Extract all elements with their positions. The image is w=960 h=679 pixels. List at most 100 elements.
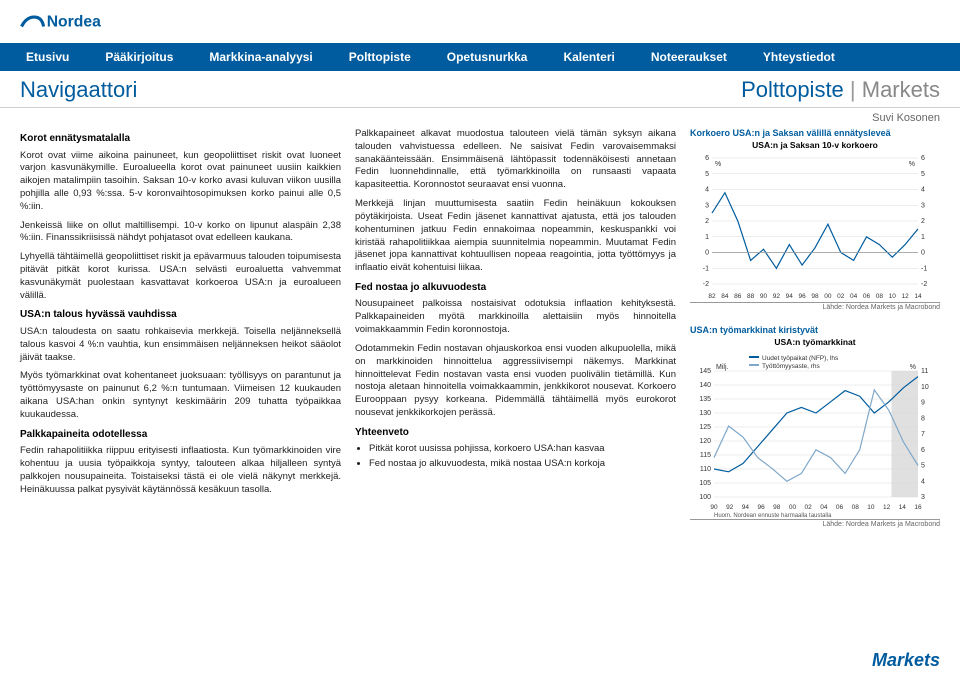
- svg-text:00: 00: [824, 293, 832, 300]
- svg-text:8: 8: [921, 415, 925, 422]
- nav-etusivu[interactable]: Etusivu: [8, 50, 87, 64]
- svg-text:10: 10: [921, 384, 929, 391]
- main-nav: Etusivu Pääkirjoitus Markkina-analyysi P…: [0, 43, 960, 71]
- svg-text:6: 6: [705, 155, 709, 162]
- svg-text:120: 120: [699, 438, 711, 445]
- svg-text:12: 12: [902, 293, 910, 300]
- svg-text:12: 12: [883, 504, 891, 511]
- svg-text:%: %: [909, 161, 915, 168]
- svg-text:Työttömyysaste, rhs: Työttömyysaste, rhs: [762, 363, 821, 370]
- page-title-main: Polttopiste: [741, 77, 844, 102]
- svg-text:04: 04: [850, 293, 858, 300]
- nav-yhteystiedot[interactable]: Yhteystiedot: [745, 50, 853, 64]
- svg-text:86: 86: [734, 293, 742, 300]
- chart2-box: USA:n työmarkkinat kiristyvät USA:n työm…: [690, 325, 940, 528]
- column-1: Korot ennätysmatalalla Korot ovat viime …: [20, 128, 341, 542]
- col1-h2: USA:n talous hyvässä vauhdissa: [20, 308, 341, 322]
- col1-h1: Korot ennätysmatalalla: [20, 132, 341, 146]
- chart1-svg: -2-2-1-100112233445566%%8284868890929496…: [690, 152, 940, 302]
- svg-text:Huom. Nordean ennuste harmaall: Huom. Nordean ennuste harmaalla taustall…: [714, 513, 832, 519]
- svg-text:10: 10: [867, 504, 875, 511]
- svg-text:11: 11: [921, 368, 928, 375]
- col2-p3: Nousupaineet palkoissa nostaisivat odotu…: [355, 298, 676, 336]
- col2-p4: Odotammekin Fedin nostavan ohjauskorkoa …: [355, 343, 676, 420]
- svg-text:110: 110: [700, 466, 711, 473]
- svg-text:00: 00: [789, 504, 797, 511]
- svg-text:0: 0: [705, 250, 709, 257]
- svg-text:-1: -1: [921, 265, 927, 272]
- col1-p3: Lyhyellä tähtäimellä geopoliittiset risk…: [20, 251, 341, 302]
- svg-text:90: 90: [760, 293, 768, 300]
- col1-p4: USA:n taloudesta on saatu rohkaisevia me…: [20, 326, 341, 364]
- chart2-svg: 1001051101151201251301351401453456789101…: [690, 349, 940, 519]
- nav-polttopiste[interactable]: Polttopiste: [331, 50, 429, 64]
- col2-h1: Fed nostaa jo alkuvuodesta: [355, 281, 676, 295]
- svg-text:%: %: [910, 364, 916, 371]
- svg-text:5: 5: [921, 463, 925, 470]
- svg-text:06: 06: [836, 504, 844, 511]
- chart1-title: Korkoero USA:n ja Saksan välillä ennätys…: [690, 128, 940, 138]
- nav-paakirjoitus[interactable]: Pääkirjoitus: [87, 50, 191, 64]
- brand-logo: Nordea: [20, 8, 130, 34]
- nav-noteeraukset[interactable]: Noteeraukset: [633, 50, 745, 64]
- logo-bar: Nordea: [0, 0, 960, 43]
- page-title: Polttopiste | Markets: [741, 77, 940, 103]
- summary-li1: Pitkät korot uusissa pohjissa, korkoero …: [369, 443, 676, 456]
- svg-text:2: 2: [705, 218, 709, 225]
- nav-opetusnurkka[interactable]: Opetusnurkka: [429, 50, 546, 64]
- svg-text:Milj.: Milj.: [716, 364, 728, 371]
- svg-text:96: 96: [799, 293, 807, 300]
- col1-p1: Korot ovat viime aikoina painuneet, kun …: [20, 150, 341, 214]
- svg-text:-1: -1: [703, 265, 709, 272]
- chart1-canvas: -2-2-1-100112233445566%%8284868890929496…: [690, 152, 940, 303]
- svg-text:04: 04: [820, 504, 828, 511]
- navigator-title: Navigaattori: [20, 77, 137, 103]
- svg-text:130: 130: [699, 410, 711, 417]
- author-name: Suvi Kosonen: [0, 108, 960, 124]
- col1-p5: Myös työmarkkinat ovat kohentaneet juoks…: [20, 370, 341, 421]
- svg-text:2: 2: [921, 218, 925, 225]
- svg-text:98: 98: [811, 293, 819, 300]
- svg-text:1: 1: [705, 234, 709, 241]
- svg-text:Uudet työpaikat (NFP), lhs: Uudet työpaikat (NFP), lhs: [762, 355, 839, 362]
- summary-li2: Fed nostaa jo alkuvuodesta, mikä nostaa …: [369, 458, 676, 471]
- svg-text:82: 82: [708, 293, 716, 300]
- chart2-source: Lähde: Nordea Markets ja Macrobond: [690, 521, 940, 528]
- svg-text:08: 08: [852, 504, 860, 511]
- svg-text:94: 94: [786, 293, 794, 300]
- svg-text:145: 145: [699, 368, 711, 375]
- column-2: Palkkapaineet alkavat muodostua taloutee…: [355, 128, 676, 542]
- col1-p6: Fedin rahapolitiikka riippuu erityisesti…: [20, 445, 341, 496]
- svg-text:92: 92: [726, 504, 734, 511]
- col2-h2: Yhteenveto: [355, 426, 676, 440]
- svg-text:9: 9: [921, 400, 925, 407]
- nav-kalenteri[interactable]: Kalenteri: [545, 50, 632, 64]
- chart2-canvas: 1001051101151201251301351401453456789101…: [690, 349, 940, 520]
- svg-text:94: 94: [742, 504, 750, 511]
- svg-text:-2: -2: [921, 281, 927, 288]
- svg-text:-2: -2: [703, 281, 709, 288]
- svg-text:96: 96: [757, 504, 765, 511]
- svg-text:4: 4: [921, 478, 925, 485]
- svg-text:4: 4: [921, 187, 925, 194]
- svg-text:3: 3: [921, 202, 925, 209]
- svg-text:08: 08: [876, 293, 884, 300]
- svg-text:16: 16: [914, 504, 922, 511]
- chart2-title: USA:n työmarkkinat kiristyvät: [690, 325, 940, 335]
- nav-markkina[interactable]: Markkina-analyysi: [191, 50, 330, 64]
- svg-text:100: 100: [699, 494, 711, 501]
- svg-text:02: 02: [837, 293, 845, 300]
- svg-text:3: 3: [921, 494, 925, 501]
- col1-h3: Palkkapaineita odotellessa: [20, 428, 341, 442]
- chart1-subtitle: USA:n ja Saksan 10-v korkoero: [690, 140, 940, 150]
- svg-text:98: 98: [773, 504, 781, 511]
- svg-text:1: 1: [921, 234, 925, 241]
- svg-text:0: 0: [921, 250, 925, 257]
- svg-text:7: 7: [921, 431, 925, 438]
- col1-p2: Jenkeissä liike on ollut maltillisempi. …: [20, 220, 341, 246]
- svg-text:10: 10: [889, 293, 897, 300]
- title-separator: |: [850, 77, 862, 102]
- svg-text:88: 88: [747, 293, 755, 300]
- svg-text:5: 5: [921, 171, 925, 178]
- footer-markets-logo: Markets: [872, 650, 940, 671]
